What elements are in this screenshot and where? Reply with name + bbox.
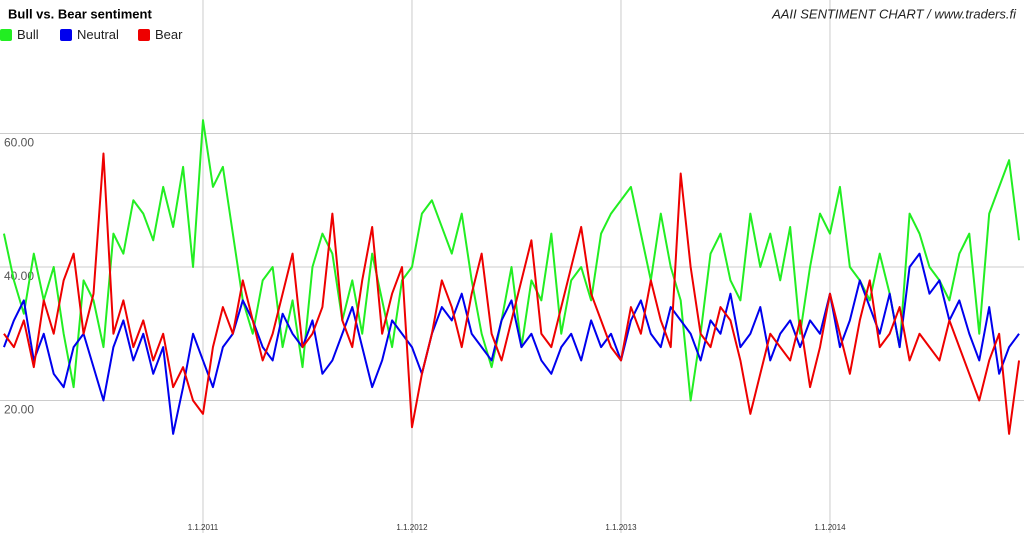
y-tick-label: 60.00	[4, 136, 34, 150]
x-tick-label: 1.1.2013	[605, 523, 637, 532]
chart-title: Bull vs. Bear sentiment	[8, 6, 152, 21]
series-line	[3, 252, 1020, 435]
series-line	[2, 119, 1021, 402]
x-tick-label: 1.1.2011	[188, 523, 219, 532]
x-tick-label: 1.1.2014	[814, 523, 846, 532]
legend-label: Bull	[17, 27, 39, 42]
legend-swatch	[138, 29, 150, 41]
legend-swatch	[60, 29, 72, 41]
series-line	[3, 152, 1021, 435]
lines	[2, 119, 1021, 435]
legend: Bull Neutral Bear	[0, 27, 183, 42]
y-tick-label: 20.00	[4, 403, 34, 417]
legend-label: Bear	[155, 27, 183, 42]
legend-swatch	[0, 29, 12, 41]
x-tick-label: 1.1.2012	[396, 523, 428, 532]
legend-label: Neutral	[77, 27, 119, 42]
chart-subtitle: AAII SENTIMENT CHART / www.traders.fi	[771, 6, 1017, 21]
